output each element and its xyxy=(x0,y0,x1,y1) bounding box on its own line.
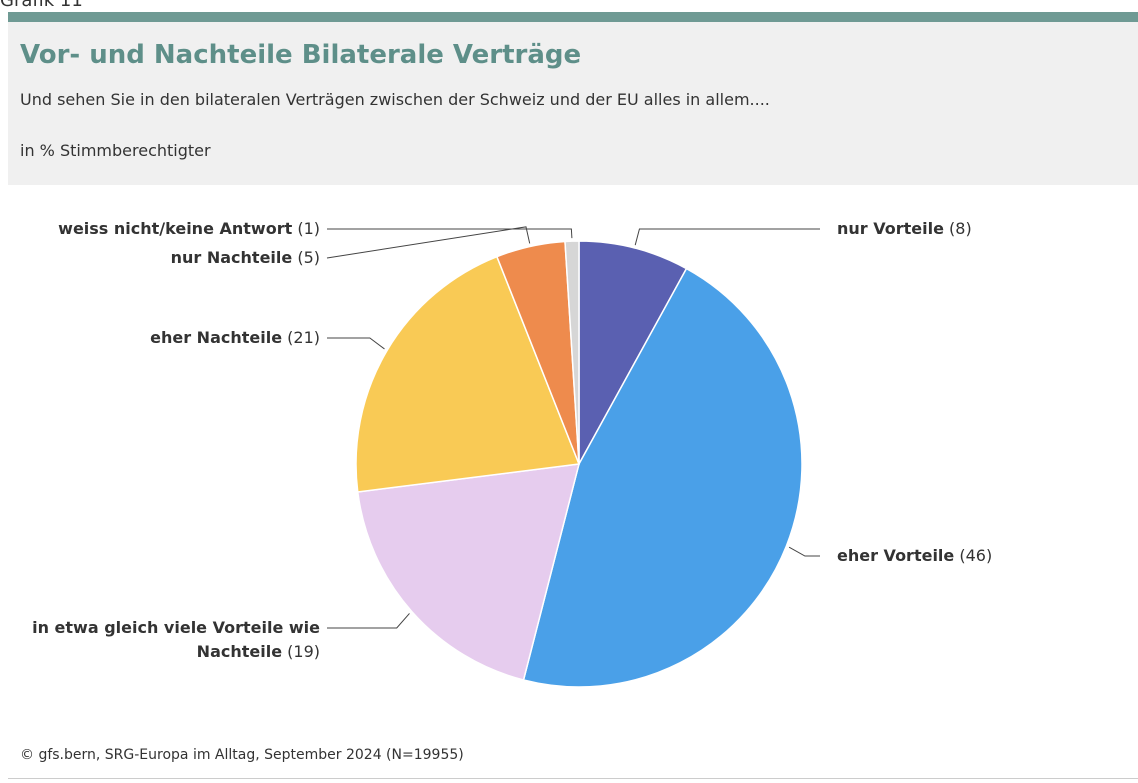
source: © gfs.bern, SRG-Europa im Alltag, Septem… xyxy=(20,747,464,763)
slice-name: nur Nachteile xyxy=(170,248,293,267)
slice-name: in etwa gleich viele Vorteile wie Nachte… xyxy=(32,618,320,661)
footer-rule xyxy=(8,778,1138,779)
slice-label: eher Nachteile (21) xyxy=(20,326,320,350)
pie-slice xyxy=(578,240,688,465)
slice-label: in etwa gleich viele Vorteile wie Nachte… xyxy=(20,616,320,664)
slice-name: weiss nicht/keine Antwort xyxy=(58,219,293,238)
leader-line xyxy=(788,546,820,557)
slice-value: (5) xyxy=(297,248,320,267)
leader-line xyxy=(634,228,820,246)
chart-subtitle: Und sehen Sie in den bilateralen Verträg… xyxy=(20,90,770,109)
slice-value: (46) xyxy=(959,546,993,565)
slice-label: eher Vorteile (46) xyxy=(837,544,992,568)
figure-label: Grafik 11 xyxy=(0,0,83,11)
leader-line xyxy=(327,337,385,350)
slice-label: weiss nicht/keine Antwort (1) xyxy=(20,217,320,241)
pie-slice xyxy=(356,463,581,681)
leader-line xyxy=(326,226,531,259)
pie-slice xyxy=(355,255,581,493)
slice-name: eher Nachteile xyxy=(150,328,283,347)
header-box: Vor- und Nachteile Bilaterale Verträge U… xyxy=(8,22,1138,185)
slice-value: (21) xyxy=(287,328,320,347)
pie-slice xyxy=(564,240,580,465)
slice-name: nur Vorteile xyxy=(837,219,944,238)
leader-line xyxy=(327,228,573,239)
pie-slice xyxy=(522,267,803,688)
slice-name: eher Vorteile xyxy=(837,546,955,565)
unit-note: in % Stimmberechtigter xyxy=(20,141,211,160)
slice-label: nur Vorteile (8) xyxy=(837,217,972,241)
slice-value: (8) xyxy=(949,219,972,238)
slice-value: (1) xyxy=(297,219,320,238)
leader-line xyxy=(327,613,410,629)
slice-label: nur Nachteile (5) xyxy=(20,246,320,270)
slice-value: (19) xyxy=(287,642,320,661)
accent-bar xyxy=(8,12,1138,22)
chart-title: Vor- und Nachteile Bilaterale Verträge xyxy=(20,40,582,70)
